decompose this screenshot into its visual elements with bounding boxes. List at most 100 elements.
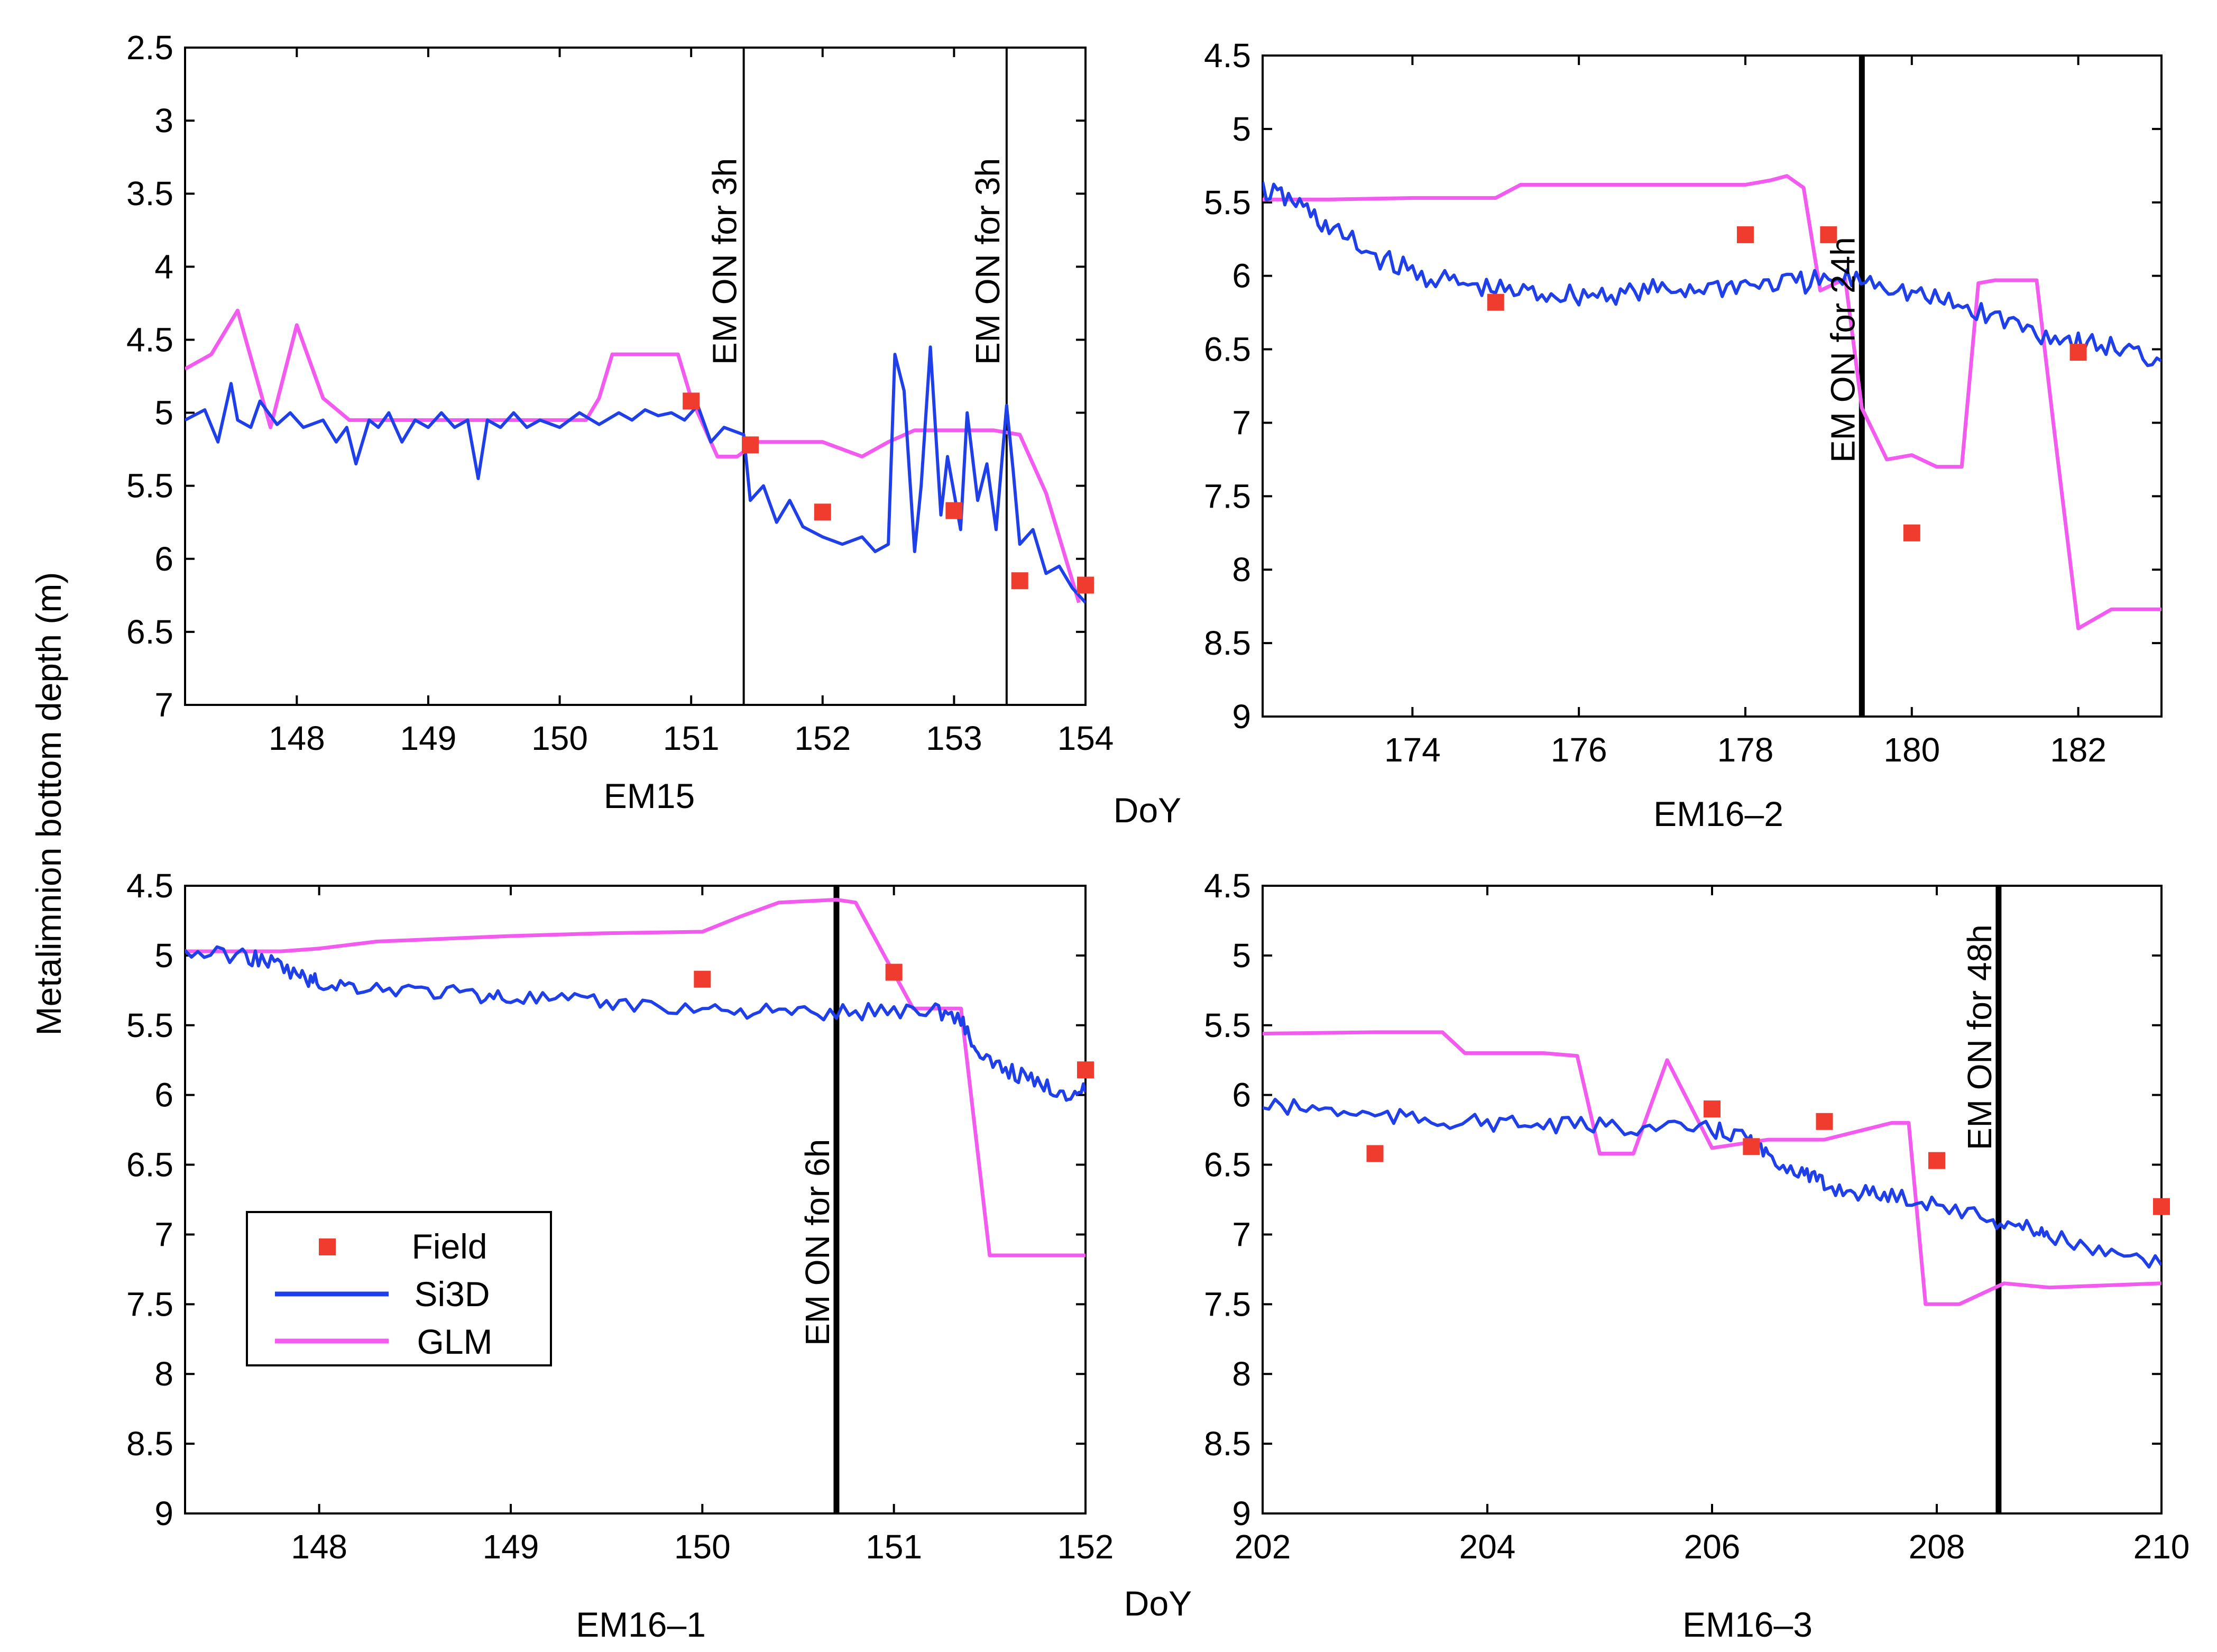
x-tick-label: 148 — [269, 719, 325, 757]
field-point — [1704, 1100, 1721, 1118]
si3d-series-line — [185, 945, 1085, 1102]
y-tick-label: 8 — [1232, 1355, 1251, 1393]
y-tick-label: 9 — [1232, 697, 1251, 736]
y-tick-label: 6 — [1232, 257, 1251, 295]
x-tick-label: 150 — [674, 1528, 731, 1566]
y-tick-label: 7 — [154, 686, 173, 724]
y-tick-label: 3.5 — [126, 175, 173, 213]
y-tick-label: 8.5 — [126, 1425, 173, 1463]
y-tick-label: 5 — [154, 394, 173, 432]
field-point — [1011, 572, 1028, 590]
x-tick-label: 149 — [400, 719, 457, 757]
y-tick-label: 6.5 — [1204, 1146, 1251, 1184]
y-tick-label: 7 — [1232, 1215, 1251, 1253]
chart-p2: 4.5 5 5.5 6 6.5 7 7.5 8 8.5 9 174 176 178 180 182 EM ON… — [1204, 36, 2163, 769]
field-point — [945, 502, 963, 519]
field-point — [742, 436, 759, 454]
field-point — [1487, 293, 1504, 311]
x-tick-label: 208 — [1909, 1528, 1965, 1566]
x-tick-label: 151 — [663, 719, 720, 757]
glm-series-line — [185, 897, 1085, 1258]
x-tick-label: 149 — [483, 1528, 539, 1566]
field-point — [1366, 1145, 1384, 1162]
y-tick-label: 5.5 — [126, 1006, 173, 1044]
y-tick-label: 8.5 — [1204, 624, 1251, 662]
y-tick-label: 5 — [1232, 110, 1251, 148]
si3d-series-line — [1263, 181, 2161, 368]
y-tick-label: 8 — [154, 1355, 173, 1393]
y-tick-label: 7.5 — [126, 1285, 173, 1323]
field-point — [1820, 226, 1837, 243]
legend-field-swatch — [319, 1238, 336, 1255]
em-on-annotation: EM ON for 6h — [798, 1139, 836, 1346]
y-tick-label: 4 — [154, 247, 173, 286]
y-tick-label: 4.5 — [126, 320, 173, 359]
y-tick-label: 8.5 — [1204, 1425, 1251, 1463]
y-tick-label: 5 — [1232, 937, 1251, 975]
x-tick-label: 182 — [2050, 731, 2106, 769]
y-tick-label: 7.5 — [1204, 1285, 1251, 1323]
legend: Field Si3D GLM — [246, 1211, 552, 1366]
chart-p3: 4.5 5 5.5 6 6.5 7 7.5 8 8.5 9 148 149 150 151 152 EM ON… — [126, 867, 1114, 1566]
plot-frame — [184, 47, 1087, 706]
x-tick-label: 180 — [1883, 731, 1940, 769]
y-axis-label: Metalimnion bottom depth (m) — [29, 572, 68, 1036]
em-on-annotation: EM ON for 3h — [706, 158, 744, 365]
y-tick-label: 4.5 — [1204, 867, 1251, 905]
y-tick-label: 9 — [154, 1494, 173, 1532]
panel-title-em16-3: EM16–3 — [1682, 1605, 1813, 1644]
y-tick-label: 5.5 — [126, 467, 173, 505]
x-tick-label: 154 — [1057, 719, 1114, 757]
plot-frame — [1262, 54, 2163, 718]
x-tick-label: 210 — [2133, 1528, 2190, 1566]
field-point — [694, 970, 711, 988]
chart-p1: 2.5 3 3.5 4 4.5 5 5.5 6 6.5 7 148 149 150 151 152 153 15… — [126, 29, 1114, 757]
field-point — [1903, 524, 1920, 542]
y-tick-label: 3 — [154, 102, 173, 140]
field-point — [1928, 1152, 1945, 1169]
field-point — [683, 392, 700, 410]
panel-title-em16-2: EM16–2 — [1653, 794, 1783, 833]
x-tick-label: 174 — [1384, 731, 1441, 769]
legend-label-field: Field — [411, 1227, 487, 1266]
field-point — [1736, 226, 1754, 243]
x-tick-label: 153 — [926, 719, 982, 757]
x-tick-label: 148 — [291, 1528, 347, 1566]
field-point — [2069, 344, 2087, 361]
x-tick-label: 152 — [794, 719, 851, 757]
chart-panels: 2.5 3 3.5 4 4.5 5 5.5 6 6.5 7 148 149 150 151 152 153 15… — [126, 29, 2190, 1566]
field-point — [1816, 1113, 1833, 1130]
panel-title-em16-1: EM16–1 — [576, 1605, 706, 1644]
x-tick-label: 206 — [1684, 1528, 1741, 1566]
panel-title-em15: EM15 — [604, 776, 695, 815]
legend-label-si3d: Si3D — [414, 1274, 490, 1314]
field-point — [1077, 576, 1094, 594]
y-tick-label: 6 — [154, 540, 173, 578]
em-on-annotation: EM ON for 24h — [1824, 237, 1862, 463]
x-tick-label: 202 — [1235, 1528, 1291, 1566]
y-tick-label: 8 — [1232, 550, 1251, 589]
y-tick-label: 6.5 — [1204, 331, 1251, 369]
y-tick-label: 5.5 — [1204, 183, 1251, 222]
field-point — [2153, 1198, 2170, 1215]
plot-area — [1263, 886, 2161, 1513]
plot-frame — [184, 885, 1087, 1515]
glm-series-line — [1263, 1030, 2161, 1306]
y-tick-label: 6.5 — [126, 1146, 173, 1184]
y-tick-label: 9 — [1232, 1494, 1251, 1532]
y-tick-label: 5.5 — [1204, 1006, 1251, 1044]
plot-area — [185, 886, 1085, 1513]
x-tick-label: 150 — [531, 719, 588, 757]
field-point — [814, 503, 831, 521]
y-tick-label: 5 — [154, 937, 173, 975]
legend-label-glm: GLM — [417, 1322, 492, 1361]
x-tick-label: 152 — [1057, 1528, 1114, 1566]
y-tick-label: 6 — [154, 1076, 173, 1114]
field-point — [1077, 1061, 1094, 1079]
x-axis-label-bottom: DoY — [1124, 1584, 1192, 1623]
si3d-series-line — [1263, 1097, 2161, 1269]
y-tick-label: 4.5 — [1204, 36, 1251, 75]
y-tick-label: 7.5 — [1204, 477, 1251, 515]
glm-series-line — [185, 308, 1081, 603]
